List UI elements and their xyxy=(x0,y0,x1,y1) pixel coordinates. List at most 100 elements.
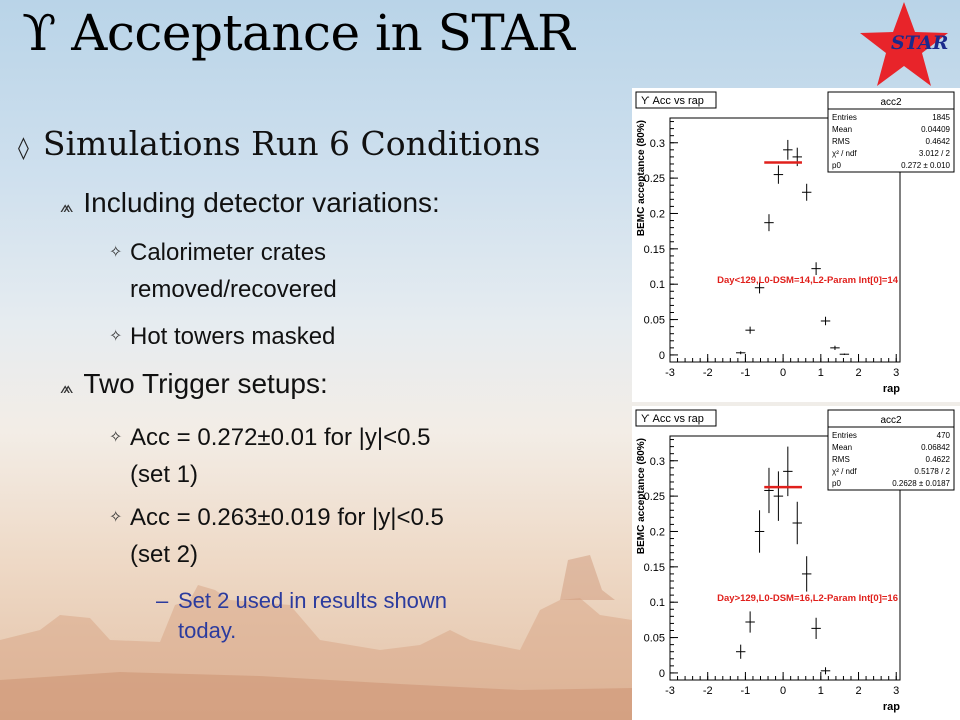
chart-title: ϒ Acc vs rap xyxy=(641,95,704,107)
acceptance-chart-2: ϒ Acc vs rap 0 0.05 0.1 0.15 0.2 0.25 0.3 -3 -2 -1… xyxy=(635,409,955,713)
slide-title: ϒ Acceptance in STAR xyxy=(22,4,575,62)
diamond-bullet-icon: ◊ xyxy=(18,136,29,161)
bullet-detector-variations: ⩕ Including detector variations: xyxy=(60,187,440,219)
y-tick-label: 0 xyxy=(659,350,665,362)
stats-name: acc2 xyxy=(880,415,902,426)
stats-value: 0.4622 xyxy=(926,455,951,464)
y-tick-label: 0.1 xyxy=(650,597,665,609)
x-tick-label: -2 xyxy=(703,367,713,379)
stats-key: p0 xyxy=(832,161,841,170)
line-text: Calorimeter crates xyxy=(130,239,327,266)
stats-key: Entries xyxy=(832,431,857,440)
line-text: Hot towers masked xyxy=(130,323,336,350)
stats-box xyxy=(827,409,955,491)
stats-value: 0.5178 / 2 xyxy=(914,467,950,476)
x-tick-label: -1 xyxy=(741,367,751,379)
sub-bullet-hot-towers: ✧ Hot towers masked xyxy=(109,318,336,355)
sub-bullet-set2: ✧ Acc = 0.263±0.019 for |y|<0.5 (set 2) xyxy=(109,499,444,573)
line-text: (set 1) xyxy=(130,461,199,488)
y-tick-label: 0.15 xyxy=(644,562,665,574)
sub-bullet-calorimeter: ✧ Calorimeter crates removed/recovered xyxy=(109,234,337,308)
stats-value: 0.272 ± 0.010 xyxy=(901,161,950,170)
star-logo: STAR xyxy=(860,2,948,86)
y-tick-label: 0.2 xyxy=(650,526,665,538)
line-text: removed/recovered xyxy=(130,276,337,303)
stats-key: χ² / ndf xyxy=(832,149,857,158)
x-tick-label: -1 xyxy=(741,685,751,697)
stats-value: 0.2628 ± 0.0187 xyxy=(892,479,950,488)
bullet-text: Two Trigger setups: xyxy=(83,368,328,399)
bullet-level1: ◊ Simulations Run 6 Conditions xyxy=(18,124,540,163)
y-tick-label: 0.3 xyxy=(650,138,665,150)
y-tick-label: 0.2 xyxy=(650,208,665,220)
x-tick-label: -3 xyxy=(665,367,675,379)
line-text: Acc = 0.263±0.019 for |y|<0.5 xyxy=(130,504,444,531)
x-tick-label: -2 xyxy=(703,685,713,697)
x-tick-label: 3 xyxy=(893,367,899,379)
line-text: Acc = 0.272±0.01 for |y|<0.5 xyxy=(130,424,431,451)
title-text: Acceptance in STAR xyxy=(71,4,575,62)
bullet-text: Including detector variations: xyxy=(83,187,440,218)
y-axis-label: BEMC acceptance (80%) xyxy=(636,120,647,236)
y-tick-label: 0 xyxy=(659,668,665,680)
sparkle-bullet-icon: ✧ xyxy=(109,429,123,446)
y-tick-label: 0.05 xyxy=(644,633,665,645)
title-box xyxy=(635,91,717,109)
star-shape-icon xyxy=(860,2,948,86)
x-tick-label: 0 xyxy=(780,367,786,379)
line-text: Set 2 used in results shown xyxy=(178,588,448,613)
stats-key: RMS xyxy=(832,455,850,464)
y-tick-label: 0.05 xyxy=(644,315,665,327)
stats-key: χ² / ndf xyxy=(832,467,857,476)
stats-box xyxy=(827,91,955,173)
stats-key: Entries xyxy=(832,113,857,122)
trigger-annotation: Day>129,L0-DSM=16,L2-Param Int[0]=16 xyxy=(717,593,898,604)
trigger-annotation: Day<129,L0-DSM=14,L2-Param Int[0]=14 xyxy=(717,275,899,286)
x-tick-label: 3 xyxy=(893,685,899,697)
logo-text: STAR xyxy=(891,32,948,54)
sparkle-bullet-icon: ✧ xyxy=(109,328,123,345)
stats-key: p0 xyxy=(832,479,841,488)
sparkle-bullet-icon: ✧ xyxy=(109,509,123,526)
line-text: (set 2) xyxy=(130,541,199,568)
x-tick-label: 1 xyxy=(818,367,824,379)
plot-panel-2: ϒ Acc vs rap 0 0.05 0.1 0.15 0.2 0.25 0.3 -3 -2 -1… xyxy=(632,406,960,720)
x-tick-label: 0 xyxy=(780,685,786,697)
stats-value: 0.04409 xyxy=(921,125,950,134)
stats-name: acc2 xyxy=(880,97,902,108)
y-tick-label: 0.25 xyxy=(644,173,665,185)
x-tick-label: -3 xyxy=(665,685,675,697)
arrow-bullet-icon: ⩕ xyxy=(60,378,74,397)
stats-value: 0.4642 xyxy=(926,137,951,146)
chart-title: ϒ Acc vs rap xyxy=(641,413,704,425)
x-axis-label: rap xyxy=(883,383,900,395)
plot-panel-1: ϒ Acc vs rap 0 0.05 0.1 0.15 0.2 0.25 0.3 -3 -2 -1… xyxy=(632,88,960,402)
y-tick-label: 0.15 xyxy=(644,244,665,256)
x-tick-label: 2 xyxy=(855,367,861,379)
stats-key: RMS xyxy=(832,137,850,146)
title-box xyxy=(635,409,717,427)
y-tick-label: 0.25 xyxy=(644,491,665,503)
sub-bullet-set1: ✧ Acc = 0.272±0.01 for |y|<0.5 (set 1) xyxy=(109,419,431,493)
acceptance-chart-1: ϒ Acc vs rap 0 0.05 0.1 0.15 0.2 0.25 0.3 -3 -2 -1… xyxy=(635,91,955,395)
x-tick-label: 2 xyxy=(855,685,861,697)
bullet-simulations: Simulations Run 6 Conditions xyxy=(42,124,541,163)
y-tick-label: 0.1 xyxy=(650,279,665,291)
y-tick-label: 0.3 xyxy=(650,456,665,468)
stats-key: Mean xyxy=(832,125,852,134)
stats-value: 3.012 / 2 xyxy=(919,149,951,158)
x-tick-label: 1 xyxy=(818,685,824,697)
stats-key: Mean xyxy=(832,443,852,452)
note-set2: – Set 2 used in results shown today. xyxy=(156,586,448,646)
sparkle-bullet-icon: ✧ xyxy=(109,244,123,261)
dash-marker: – xyxy=(156,588,169,613)
stats-value: 0.06842 xyxy=(921,443,950,452)
upsilon-symbol: ϒ xyxy=(22,4,56,62)
bullet-trigger-setups: ⩕ Two Trigger setups: xyxy=(60,368,328,400)
y-axis-label: BEMC acceptance (80%) xyxy=(636,438,647,554)
arrow-bullet-icon: ⩕ xyxy=(60,197,74,216)
stats-value: 470 xyxy=(937,431,951,440)
x-axis-label: rap xyxy=(883,701,900,713)
stats-value: 1845 xyxy=(932,113,950,122)
